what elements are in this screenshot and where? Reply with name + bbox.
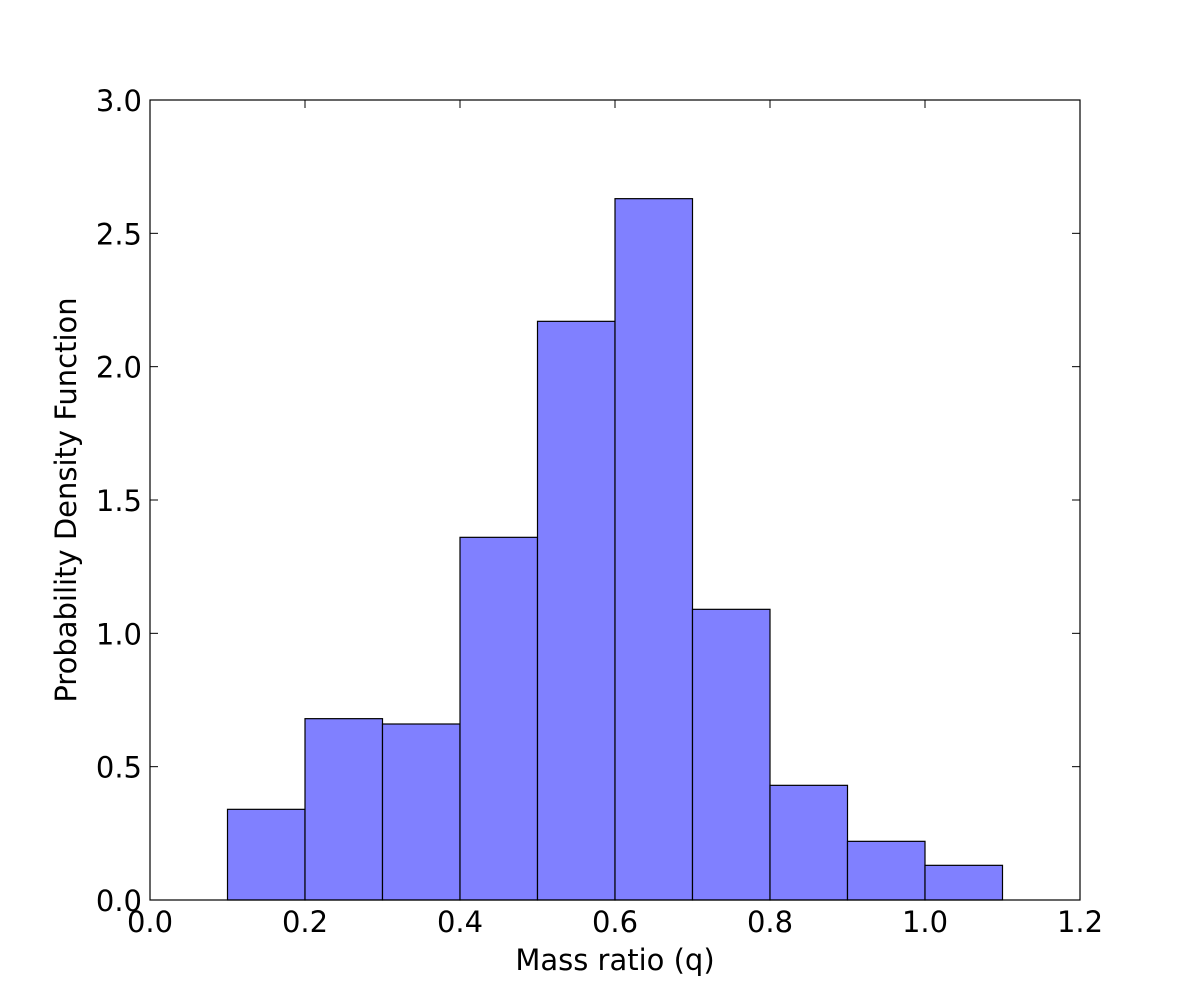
y-tick-label: 1.5 <box>96 484 142 518</box>
histogram-bar <box>536 320 616 901</box>
x-tick-label: 0.6 <box>592 905 638 939</box>
y-tick-label: 3.0 <box>96 84 142 118</box>
histogram-bar <box>226 808 306 901</box>
y-tick-label: 2.5 <box>96 217 142 251</box>
histogram-bar <box>459 536 539 901</box>
x-tick-label: 1.0 <box>902 905 948 939</box>
histogram-bar <box>381 723 461 901</box>
x-tick-label: 0.0 <box>127 905 173 939</box>
histogram-bar <box>304 718 384 901</box>
y-tick-label: 2.0 <box>96 351 142 385</box>
histogram-bar <box>846 840 926 901</box>
bars-group <box>226 198 1004 901</box>
histogram-bar <box>614 198 694 901</box>
histogram-bar <box>924 864 1004 901</box>
x-tick-label: 0.4 <box>437 905 483 939</box>
y-tick-label: 0.0 <box>96 884 142 918</box>
x-tick-label: 0.2 <box>282 905 328 939</box>
y-tick-label: 0.5 <box>96 751 142 785</box>
histogram-bar <box>691 608 771 901</box>
plot-frame <box>149 99 1081 901</box>
histogram-bar <box>769 784 849 901</box>
x-axis-label: Mass ratio (q) <box>515 943 714 977</box>
x-tick-label: 0.8 <box>747 905 793 939</box>
ticks-group: 0.0 0.2 0.4 0.6 0.8 1.0 1.2 0.0 0.5 1.0 1.5 2.0 2.5 3… <box>96 84 1103 939</box>
y-axis-label: Probability Density Function <box>49 297 83 702</box>
y-tick-label: 1.0 <box>96 617 142 651</box>
x-tick-label: 1.2 <box>1057 905 1103 939</box>
